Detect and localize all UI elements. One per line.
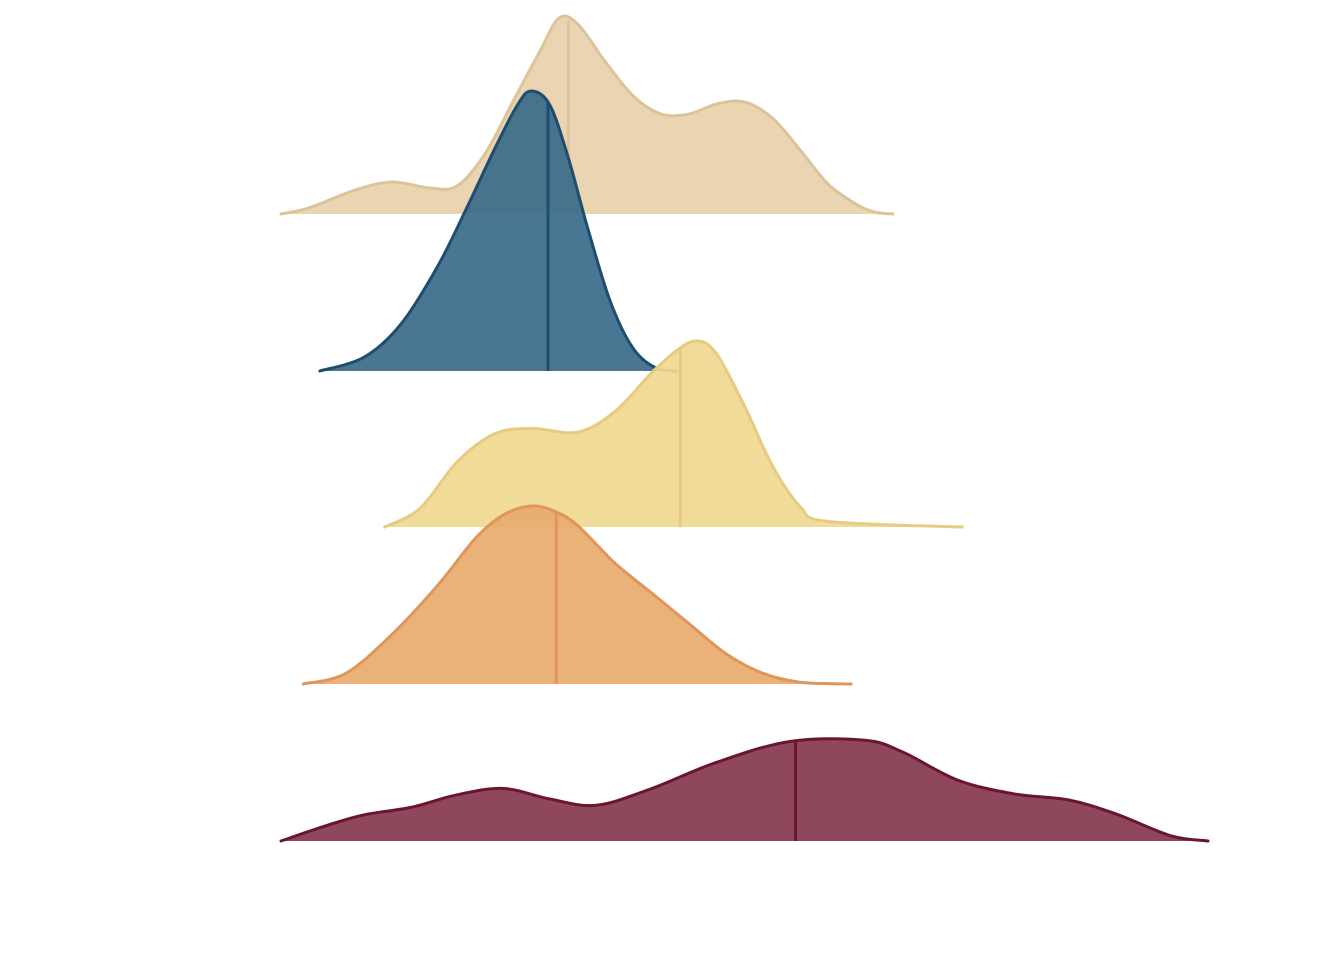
ridge-outline-1 xyxy=(279,14,895,216)
ridge-area-5 xyxy=(281,738,1208,841)
ridge-area-2 xyxy=(319,91,677,371)
ridge-outline-2 xyxy=(318,89,679,373)
ridge-outline-5 xyxy=(279,737,1210,843)
ridge-series-4 xyxy=(301,504,853,686)
ridge-outline-3 xyxy=(383,339,964,529)
ridge-series-1 xyxy=(279,14,895,216)
ridge-area-1 xyxy=(281,16,893,214)
ridge-series-5 xyxy=(279,737,1210,843)
ridge-area-4 xyxy=(303,505,852,684)
ridge-area-3 xyxy=(384,340,963,527)
ridge-series-2 xyxy=(318,89,679,373)
ridge-series-3 xyxy=(383,339,964,529)
ridge-outline-4 xyxy=(301,504,853,686)
